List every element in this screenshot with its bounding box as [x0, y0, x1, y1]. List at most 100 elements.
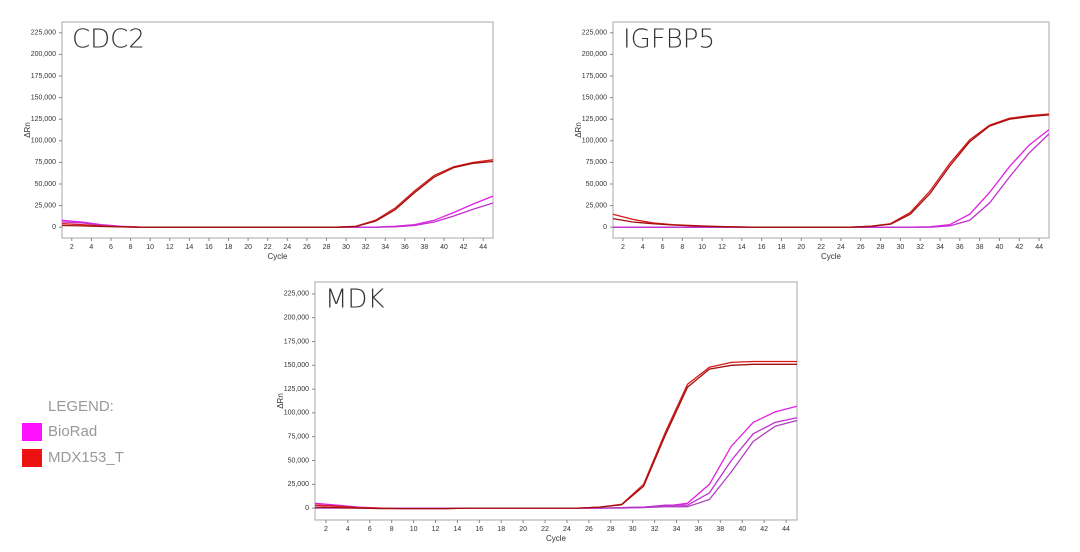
x-tick-label: 28	[607, 526, 615, 533]
x-tick-label: 30	[629, 526, 637, 533]
y-tick-label: 50,000	[35, 181, 57, 188]
legend-title: LEGEND:	[48, 398, 114, 415]
x-tick-label: 20	[519, 526, 527, 533]
y-tick-label: 175,000	[582, 73, 607, 80]
y-tick-label: 25,000	[586, 202, 608, 209]
x-tick-label: 36	[695, 526, 703, 533]
amplification-curve	[314, 417, 798, 509]
legend-swatch	[22, 423, 42, 441]
y-tick-label: 75,000	[35, 159, 57, 166]
x-tick-label: 38	[716, 526, 724, 533]
x-tick-label: 2	[324, 526, 328, 533]
x-tick-label: 38	[976, 244, 984, 251]
chart-title: MDK	[325, 285, 385, 315]
y-tick-label: 75,000	[288, 434, 310, 441]
x-tick-label: 22	[817, 244, 825, 251]
x-tick-label: 32	[362, 244, 370, 251]
x-tick-label: 18	[497, 526, 505, 533]
x-tick-label: 8	[390, 526, 394, 533]
x-tick-label: 2	[621, 244, 625, 251]
x-tick-label: 12	[432, 526, 440, 533]
x-tick-label: 32	[916, 244, 924, 251]
x-tick-label: 16	[205, 244, 213, 251]
y-tick-label: 225,000	[31, 30, 56, 37]
legend-label: BioRad	[48, 423, 97, 440]
x-tick-label: 28	[877, 244, 885, 251]
x-tick-label: 42	[460, 244, 468, 251]
y-tick-label: 0	[305, 505, 309, 512]
y-tick-label: 150,000	[582, 94, 607, 101]
legend-label: MDX153_T	[48, 449, 124, 466]
x-tick-label: 38	[421, 244, 429, 251]
amplification-curve	[612, 114, 1050, 228]
y-tick-label: 200,000	[284, 315, 309, 322]
x-tick-label: 8	[680, 244, 684, 251]
x-tick-label: 42	[1015, 244, 1023, 251]
y-tick-label: 225,000	[582, 30, 607, 37]
x-tick-label: 34	[936, 244, 944, 251]
x-tick-label: 14	[185, 244, 193, 251]
y-tick-label: 175,000	[284, 338, 309, 345]
x-tick-label: 26	[857, 244, 865, 251]
y-tick-label: 200,000	[582, 51, 607, 58]
x-tick-label: 20	[244, 244, 252, 251]
x-tick-label: 4	[641, 244, 645, 251]
x-tick-label: 40	[440, 244, 448, 251]
y-tick-label: 150,000	[31, 94, 56, 101]
amplification-curve	[314, 363, 797, 510]
x-tick-label: 44	[479, 244, 487, 251]
x-tick-label: 26	[585, 526, 593, 533]
x-tick-label: 24	[283, 244, 291, 251]
x-tick-label: 34	[673, 526, 681, 533]
y-axis-label: ΔRn	[276, 393, 285, 409]
x-tick-label: 6	[368, 526, 372, 533]
x-tick-label: 22	[541, 526, 549, 533]
y-axis-label: ΔRn	[23, 122, 32, 138]
amplification-curve	[315, 419, 798, 509]
y-tick-label: 125,000	[284, 386, 309, 393]
x-tick-label: 22	[264, 244, 272, 251]
y-tick-label: 50,000	[586, 181, 608, 188]
x-tick-label: 20	[797, 244, 805, 251]
x-tick-label: 4	[89, 244, 93, 251]
y-tick-label: 125,000	[582, 116, 607, 123]
x-tick-label: 44	[1035, 244, 1043, 251]
x-tick-label: 12	[166, 244, 174, 251]
x-tick-label: 24	[837, 244, 845, 251]
x-tick-label: 36	[956, 244, 964, 251]
y-tick-label: 50,000	[288, 457, 310, 464]
y-tick-label: 100,000	[284, 410, 309, 417]
y-tick-label: 100,000	[582, 138, 607, 145]
y-tick-label: 125,000	[31, 116, 56, 123]
y-tick-label: 0	[603, 224, 607, 231]
x-tick-label: 40	[738, 526, 746, 533]
x-tick-label: 40	[996, 244, 1004, 251]
y-axis-label: ΔRn	[574, 122, 583, 138]
x-axis-label: Cycle	[546, 534, 567, 543]
x-tick-label: 10	[146, 244, 154, 251]
x-tick-label: 44	[782, 526, 790, 533]
amplification-curve	[61, 160, 494, 228]
x-tick-label: 6	[109, 244, 113, 251]
x-tick-label: 32	[651, 526, 659, 533]
x-tick-label: 18	[225, 244, 233, 251]
plot-frame	[61, 21, 494, 239]
y-tick-label: 25,000	[288, 481, 310, 488]
y-tick-label: 0	[52, 224, 56, 231]
chart-title: CDC2	[72, 25, 145, 55]
x-tick-label: 30	[342, 244, 350, 251]
x-tick-label: 42	[760, 526, 768, 533]
amplification-curve	[61, 159, 494, 228]
chart-title: IGFBP5	[623, 25, 715, 55]
legend-swatch	[22, 449, 42, 467]
amplification-curve	[314, 360, 797, 510]
x-tick-label: 18	[778, 244, 786, 251]
x-tick-label: 8	[129, 244, 133, 251]
x-tick-label: 28	[323, 244, 331, 251]
x-tick-label: 12	[718, 244, 726, 251]
x-axis-label: Cycle	[267, 252, 288, 261]
x-tick-label: 34	[381, 244, 389, 251]
x-tick-label: 6	[661, 244, 665, 251]
x-tick-label: 26	[303, 244, 311, 251]
